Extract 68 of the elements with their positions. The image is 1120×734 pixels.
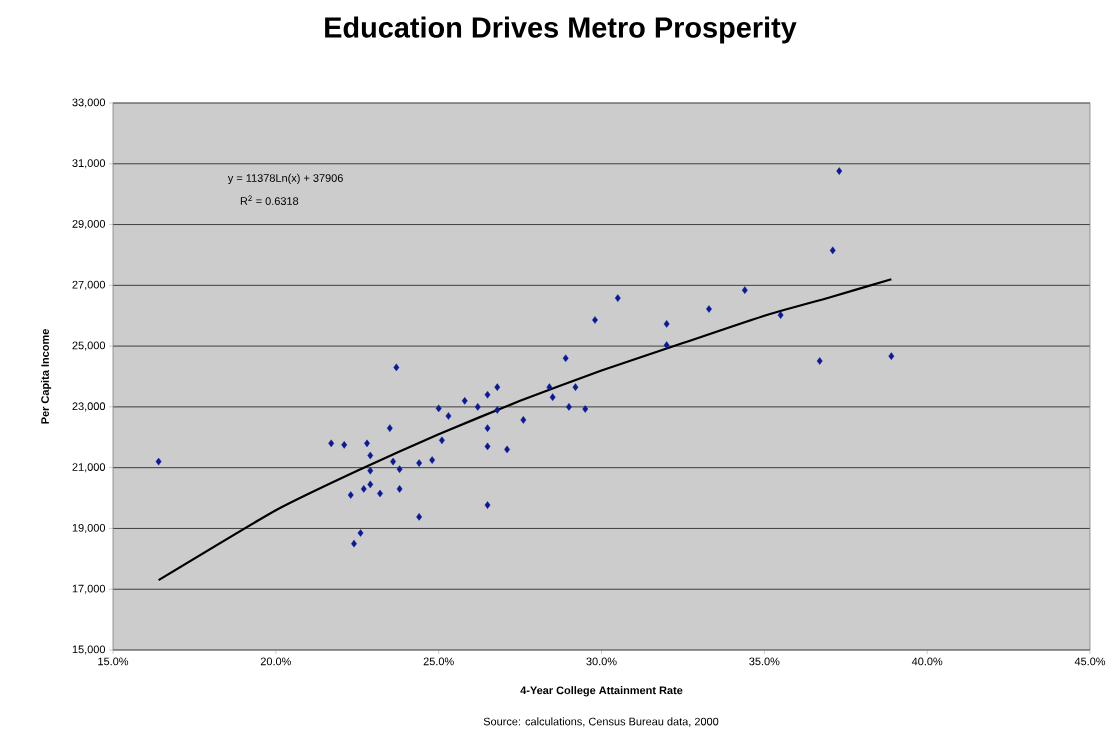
x-tick-label: 25.0%: [423, 657, 454, 666]
point: [367, 480, 374, 489]
point: [836, 167, 843, 175]
point: [360, 485, 367, 493]
point: [445, 412, 452, 420]
point: [494, 383, 501, 391]
x-tick-label: 30.0%: [586, 657, 617, 666]
y-tick-label: 27,000: [72, 280, 106, 290]
y-tick-label: 29,000: [72, 220, 106, 230]
point: [777, 311, 784, 319]
point: [562, 354, 569, 363]
point: [549, 393, 556, 401]
x-tick-label: 20.0%: [260, 657, 291, 666]
y-axis-title: Per Capita Income: [40, 329, 52, 424]
point: [367, 451, 374, 460]
annotation: y = 11378Ln(x) + 37906: [227, 173, 343, 185]
point: [461, 397, 468, 405]
point: [396, 465, 403, 473]
y-tick-label: 21,000: [72, 463, 106, 473]
point: [474, 403, 481, 411]
x-tick-label: 35.0%: [749, 657, 780, 666]
y-tick-label: 19,000: [72, 523, 106, 533]
point: [572, 383, 579, 391]
y-tick-label: 23,000: [72, 402, 106, 412]
annotation: R$^{2}$ = 0.6318: [240, 195, 299, 205]
point: [566, 403, 572, 411]
point: [393, 363, 400, 372]
y-tick-label: 33,000: [72, 98, 106, 108]
point: [484, 501, 491, 509]
x-tick-label: 15.0%: [98, 657, 129, 666]
point: [386, 424, 393, 432]
point: [484, 424, 491, 432]
point: [582, 405, 589, 413]
point: [888, 352, 895, 360]
point: [494, 406, 501, 414]
point: [429, 456, 436, 464]
point: [829, 246, 836, 255]
x-tick-label: 40.0%: [911, 657, 943, 666]
line-series: [157, 278, 893, 582]
point: [614, 294, 621, 302]
point: [484, 390, 491, 399]
point: [741, 286, 748, 294]
y-tick-label: 31,000: [72, 159, 106, 169]
point: [484, 442, 491, 451]
point: [663, 341, 670, 349]
source-note: Source: calculations, Census Bureau data, 2000: [483, 717, 719, 727]
point: [416, 459, 423, 467]
y-tick-label: 17,000: [72, 584, 106, 594]
y-tick-label: 25,000: [72, 341, 106, 351]
point: [520, 416, 527, 424]
point: [155, 457, 162, 466]
chart-title: Education Drives Metro Prosperity: [325, 16, 797, 44]
point: [546, 383, 553, 391]
point: [367, 466, 374, 475]
point: [816, 357, 823, 365]
point: [341, 441, 348, 449]
point: [663, 320, 670, 328]
point: [706, 305, 712, 313]
y-tick-label: 15,000: [72, 645, 106, 655]
point: [435, 404, 442, 413]
point: [357, 529, 364, 537]
point: [416, 513, 423, 521]
point: [396, 485, 403, 493]
point: [328, 439, 335, 448]
x-tick-label: 45.0%: [1074, 657, 1106, 666]
point: [347, 491, 354, 499]
x-axis-title: 4-Year College Attainment Rate: [520, 686, 683, 697]
point: [592, 316, 598, 324]
